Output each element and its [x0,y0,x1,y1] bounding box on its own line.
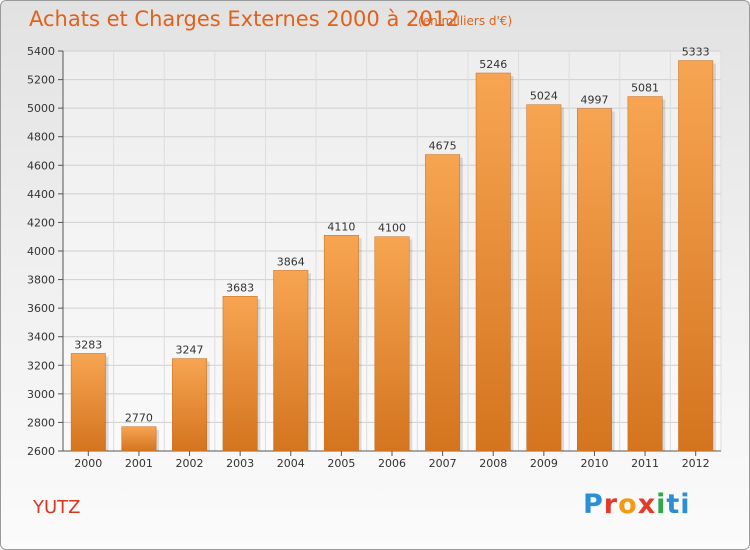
logo-letter: x [637,489,657,520]
value-label-2007: 4675 [429,140,457,153]
logo-letter: o [618,489,638,520]
y-tick-label: 2800 [27,416,55,429]
x-tick-label-2003: 2003 [226,457,254,470]
x-tick-label-2002: 2002 [176,457,204,470]
bar-2011 [627,96,663,452]
x-tick-label-2008: 2008 [479,457,507,470]
y-tick-label: 5200 [27,74,55,87]
place-name: YUTZ [33,497,81,518]
value-label-2010: 4997 [580,94,608,107]
bar-2009 [526,104,562,452]
y-tick-label: 3800 [27,274,55,287]
labels: 2600 2800 3000 3200 3400 3600 3800 4000 4200 4400… [27,45,710,470]
value-label-2003: 3683 [226,281,254,294]
value-label-2004: 3864 [277,255,305,268]
x-tick-label-2010: 2010 [580,457,608,470]
bar-2002 [172,358,207,452]
x-tick-label-2005: 2005 [327,457,355,470]
x-tick-label-2004: 2004 [277,457,305,470]
y-tick-label: 4800 [27,131,55,144]
proxiti-logo: Proxiti [583,489,691,520]
y-tick-label: 5400 [27,45,55,58]
chart-title: Achats et Charges Externes 2000 à 2012 [29,7,460,31]
y-tick-label: 3200 [27,359,55,372]
value-label-2011: 5081 [631,82,659,95]
bar-2005 [323,235,359,452]
y-tick-label: 3000 [27,388,55,401]
value-label-2006: 4100 [378,222,406,235]
y-tick-label: 5000 [27,102,55,115]
value-label-2001: 2770 [125,412,153,425]
x-tick-label-2000: 2000 [74,457,102,470]
chart-unit: (en milliers d'€) [418,14,513,28]
value-label-2012: 5333 [682,46,710,59]
value-label-2000: 3283 [74,338,102,351]
logo-letter: i [656,489,667,520]
bar-2012 [678,60,714,452]
x-tick-label-2009: 2009 [530,457,558,470]
logo-letter: ti [666,489,691,520]
y-tick-label: 4600 [27,159,55,172]
bar-2006 [374,236,410,452]
bar-2007 [425,154,461,452]
bar-2010 [577,108,612,452]
y-tick-label: 4400 [27,188,55,201]
bar-2003 [222,296,258,452]
logo-letter: r [603,489,619,520]
x-tick-label-2011: 2011 [631,457,659,470]
bars [70,60,716,452]
y-tick-label: 4200 [27,216,55,229]
y-tick-label: 3400 [27,331,55,344]
value-label-2005: 4110 [327,220,355,233]
bar-2000 [70,353,106,452]
bar-2001 [121,426,157,452]
y-tick-label: 2600 [27,445,55,458]
x-tick-label-2012: 2012 [682,457,710,470]
bar-2008 [475,72,511,452]
x-tick-label-2007: 2007 [429,457,457,470]
logo-letter: P [583,489,604,520]
x-tick-label-2006: 2006 [378,457,406,470]
bar-2004 [273,270,309,452]
value-label-2002: 3247 [176,344,204,357]
y-tick-label: 3600 [27,302,55,315]
x-tick-label-2001: 2001 [125,457,153,470]
value-label-2008: 5246 [479,58,507,71]
y-tick-label: 4000 [27,245,55,258]
value-label-2009: 5024 [530,90,558,103]
